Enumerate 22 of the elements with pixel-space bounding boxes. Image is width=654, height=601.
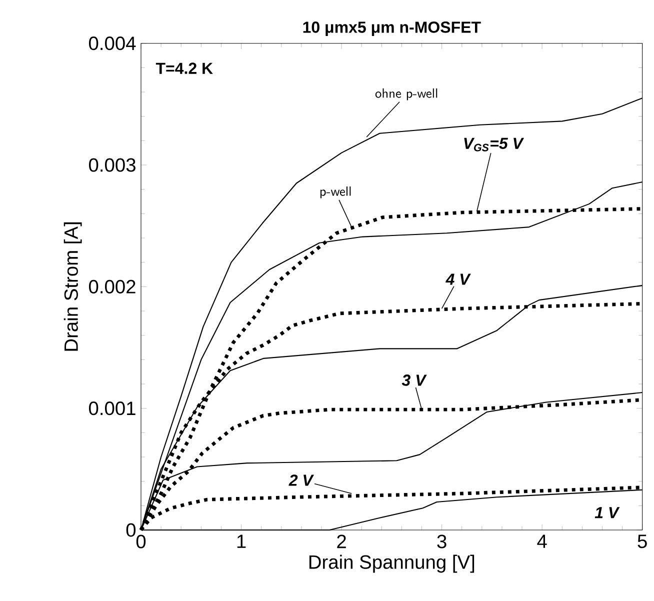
annotation: 4 V [446,274,471,285]
y-tick-label: 0.003 [88,158,136,172]
chart-title: 10 μmx5 μm n-MOSFET [303,22,481,36]
annotation: 1 V [594,507,620,518]
annotation: 2 V [288,474,314,486]
annotation: p-well [320,186,351,198]
y-axis-title: Drain Strom [A] [64,222,82,351]
x-tick-label: 0 [136,534,146,548]
y-tick-label: 0 [126,523,136,537]
x-tick-label: 2 [337,534,346,548]
annotation: T=4.2 K [156,62,213,74]
x-tick-label: 4 [537,534,547,548]
y-tick-label: 0.004 [88,36,136,50]
annotation: V$_{GS}$=5 V [464,138,524,152]
x-axis-title: Drain Spannung [V] [309,554,474,573]
y-tick-label: 0.001 [88,402,136,416]
x-tick-label: 5 [638,534,647,548]
y-tick-label: 0.002 [88,280,136,294]
annotation: ohne p-well [375,88,438,100]
x-tick-label: 3 [437,534,446,548]
x-tick-label: 1 [237,534,246,548]
annotation: 3 V [402,374,427,386]
